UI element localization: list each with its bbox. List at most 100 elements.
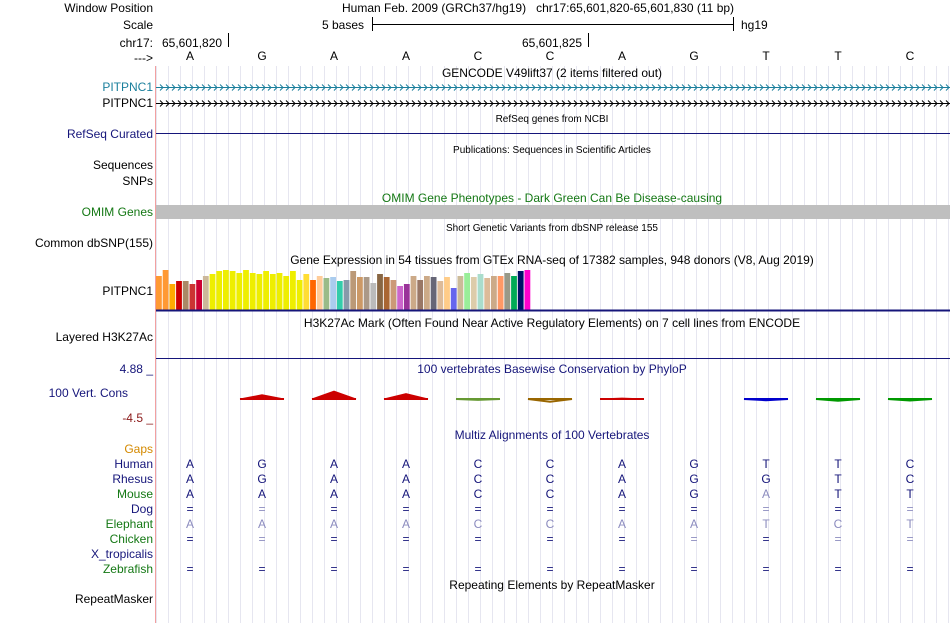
dbsnp-track-label[interactable]: Common dbSNP(155): [34, 236, 153, 250]
coord-1: 65,601,820: [162, 36, 223, 50]
strand-arrow: [207, 84, 212, 91]
strand-arrow: [483, 84, 488, 91]
alignment-base: =: [618, 502, 626, 516]
strand-arrow: [399, 100, 404, 107]
dbsnp-track-title[interactable]: Short Genetic Variants from dbSNP releas…: [446, 223, 658, 234]
omim-track-title[interactable]: OMIM Gene Phenotypes - Dark Green Can Be…: [381, 191, 723, 205]
strand-arrow: [777, 84, 782, 91]
species-label[interactable]: X_tropicalis: [90, 547, 153, 561]
gtex-tissue-bar: [316, 276, 323, 310]
gtex-tissue-bar: [169, 284, 176, 310]
species-label[interactable]: Human: [114, 457, 153, 471]
strand-arrow: [297, 84, 302, 91]
alignment-base: =: [906, 502, 914, 516]
strand-arrow: [945, 100, 950, 107]
scale-value: 5 bases: [322, 18, 365, 32]
repeatmasker-track-label[interactable]: RepeatMasker: [74, 592, 153, 606]
base-letter: C: [905, 49, 915, 63]
gencode-track-label-1[interactable]: PITPNC1: [102, 80, 153, 94]
strand-arrow: [741, 84, 746, 91]
phylop-conservation-plot[interactable]: [156, 376, 950, 416]
strand-arrow: [651, 84, 656, 91]
alignment-base: A: [617, 517, 627, 531]
multiz-track-title[interactable]: Multiz Alignments of 100 Vertebrates: [454, 428, 650, 442]
gtex-expression-bars[interactable]: [156, 268, 950, 314]
alignment-base: A: [257, 487, 267, 501]
gtex-tissue-bar: [276, 273, 283, 310]
alignment-base: A: [329, 487, 339, 501]
strand-arrow: [537, 84, 542, 91]
species-label[interactable]: Elephant: [105, 517, 153, 531]
strand-arrow: [717, 100, 722, 107]
strand-arrow: [531, 100, 536, 107]
strand-arrow: [573, 84, 578, 91]
gencode-track-label-2[interactable]: PITPNC1: [102, 96, 153, 110]
omim-track-label[interactable]: OMIM Genes: [81, 205, 153, 219]
refseq-track-title[interactable]: RefSeq genes from NCBI: [495, 114, 609, 125]
phylop-track-label[interactable]: 100 Vert. Cons: [48, 386, 128, 400]
omim-gene-bar[interactable]: [156, 205, 950, 219]
gtex-tissue-bar: [182, 281, 189, 310]
species-label[interactable]: Gaps: [124, 442, 153, 456]
strand-arrow: [345, 100, 350, 107]
species-label[interactable]: Rhesus: [112, 472, 153, 486]
strand-arrow: [681, 100, 686, 107]
snps-label[interactable]: SNPs: [122, 174, 153, 188]
strand-arrow: [585, 84, 590, 91]
strand-arrow: [513, 84, 518, 91]
alignment-base: C: [833, 517, 843, 531]
gtex-tissue-bar: [491, 276, 497, 310]
strand-arrow: [369, 100, 374, 107]
strand-arrow: [771, 100, 776, 107]
refseq-track-label[interactable]: RefSeq Curated: [66, 127, 153, 141]
gtex-track-label[interactable]: PITPNC1: [102, 284, 153, 298]
strand-arrow: [717, 84, 722, 91]
strand-arrow: [777, 100, 782, 107]
phylop-track-title[interactable]: 100 vertebrates Basewise Conservation by…: [417, 362, 687, 376]
strand-arrow: [309, 100, 314, 107]
strand-arrow: [897, 100, 902, 107]
gencode-gene-lines[interactable]: [156, 80, 950, 110]
alignment-base: A: [617, 457, 627, 471]
strand-arrow: [801, 84, 806, 91]
strand-arrow: [759, 100, 764, 107]
gtex-tissue-bar: [243, 270, 249, 310]
gtex-tissue-bar: [477, 274, 484, 310]
strand-arrow: [273, 84, 278, 91]
strand-arrow: [429, 84, 434, 91]
gtex-tissue-bar: [162, 270, 169, 310]
species-label[interactable]: Dog: [130, 502, 153, 516]
h3k27ac-track-title[interactable]: H3K27Ac Mark (Often Found Near Active Re…: [303, 316, 801, 330]
species-label[interactable]: Mouse: [116, 487, 153, 501]
strand-arrow: [813, 100, 818, 107]
strand-arrow: [225, 100, 230, 107]
species-label[interactable]: Zebrafish: [102, 562, 153, 576]
strand-arrow: [201, 84, 206, 91]
strand-arrow: [255, 84, 260, 91]
strand-arrow: [549, 84, 554, 91]
window-position-label: Window Position: [64, 1, 153, 15]
strand-arrow: [597, 100, 602, 107]
sequences-label[interactable]: Sequences: [92, 158, 153, 172]
strand-arrow: [771, 84, 776, 91]
strand-arrow: [357, 100, 362, 107]
alignment-base: A: [329, 472, 339, 486]
gtex-track-title[interactable]: Gene Expression in 54 tissues from GTEx …: [290, 253, 814, 267]
strand-arrow: [513, 100, 518, 107]
alignment-base: =: [690, 502, 698, 516]
strand-arrow: [891, 100, 896, 107]
strand-arrow: [231, 100, 236, 107]
repeatmasker-track-title[interactable]: Repeating Elements by RepeatMasker: [449, 578, 655, 592]
alignment-base: =: [834, 502, 842, 516]
gtex-tissue-bar: [363, 277, 370, 310]
strand-arrow: [405, 100, 410, 107]
strand-arrow: [873, 100, 878, 107]
gtex-tissue-bar: [303, 274, 310, 310]
strand-arrow: [849, 100, 854, 107]
publications-track-title[interactable]: Publications: Sequences in Scientific Ar…: [453, 145, 651, 156]
strand-arrow: [435, 84, 440, 91]
gencode-track-title[interactable]: GENCODE V49lift37 (2 items filtered out): [441, 66, 663, 80]
species-label[interactable]: Chicken: [109, 532, 153, 546]
h3k27ac-track-label[interactable]: Layered H3K27Ac: [55, 330, 153, 344]
strand-arrow: [399, 84, 404, 91]
